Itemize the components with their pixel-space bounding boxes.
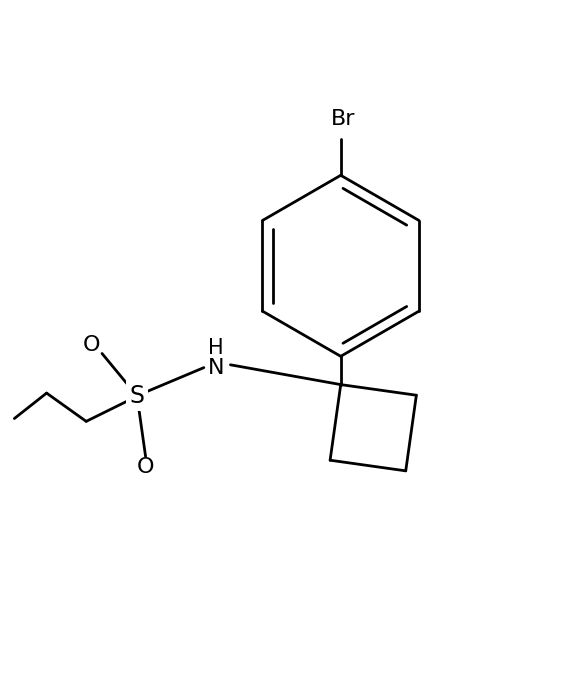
Text: Br: Br	[331, 109, 356, 129]
Text: N: N	[208, 357, 224, 377]
Text: H: H	[208, 338, 224, 358]
Text: O: O	[83, 335, 100, 355]
Text: S: S	[130, 384, 145, 408]
Text: O: O	[137, 457, 154, 477]
